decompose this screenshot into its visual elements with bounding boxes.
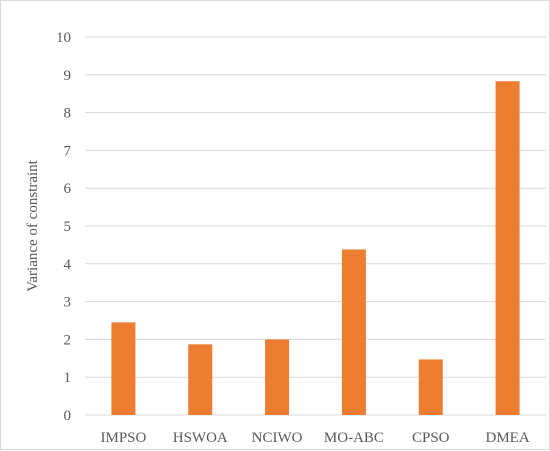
x-tick-label: HSWOA [173, 430, 228, 446]
y-tick-label: 3 [64, 295, 72, 311]
bars [111, 81, 520, 415]
x-axis-ticks: IMPSO HSWOA NCIWO MO-ABC CPSO DMEA [100, 430, 529, 446]
bar-hswoa [188, 344, 213, 415]
bar-dmea [495, 81, 520, 415]
bar-impso [111, 322, 136, 415]
bar-nciwo [265, 339, 290, 415]
y-axis-title: Variance of constraint [25, 159, 41, 291]
y-tick-label: 6 [64, 181, 72, 197]
y-tick-label: 0 [64, 408, 72, 424]
y-tick-label: 8 [64, 106, 72, 122]
x-tick-label: NCIWO [252, 430, 303, 446]
x-tick-label: IMPSO [100, 430, 146, 446]
x-tick-label: MO-ABC [324, 430, 384, 446]
x-tick-label: CPSO [412, 430, 450, 446]
gridlines [85, 36, 546, 416]
y-tick-label: 2 [64, 332, 72, 348]
bar-cpso [418, 359, 443, 415]
y-tick-label: 5 [64, 219, 72, 235]
y-tick-label: 10 [56, 30, 71, 46]
y-tick-label: 1 [64, 370, 72, 386]
y-tick-label: 9 [64, 68, 72, 84]
bar-mo-abc [341, 249, 366, 415]
y-tick-label: 7 [64, 143, 72, 159]
x-tick-label: DMEA [485, 430, 529, 446]
y-axis-ticks: 0 1 2 3 4 5 6 7 8 9 10 [56, 30, 72, 424]
y-tick-label: 4 [64, 257, 72, 273]
